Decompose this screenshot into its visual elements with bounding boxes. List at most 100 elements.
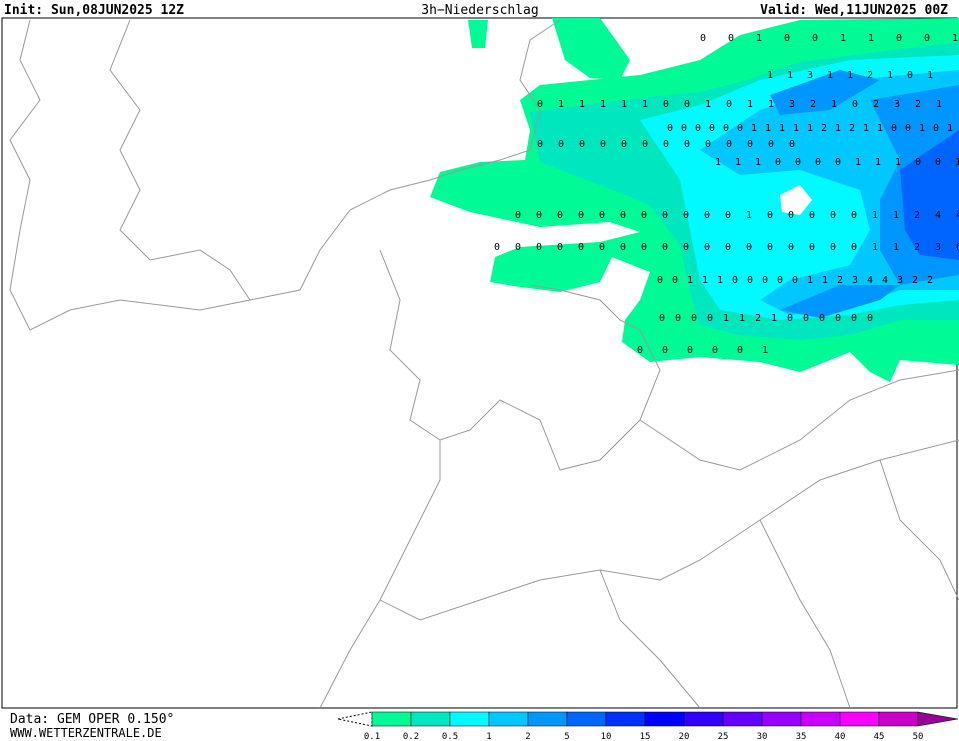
station-value: 1 [702, 275, 708, 286]
station-value: 1 [767, 70, 773, 81]
station-value: 0 [747, 275, 753, 286]
station-values: 0 0 1 0 0 1 1 0 0 11 1 3 1 1 2 1 0 10 1 1 1 1 1 0 0 1 0 1 1 3 2 1 0 2 3 2 10… [494, 33, 959, 356]
station-value: 3 [894, 99, 900, 110]
station-value: 0 [789, 139, 795, 150]
station-value: 0 [723, 123, 729, 134]
station-value: 0 [732, 275, 738, 286]
station-value: 2 [873, 99, 879, 110]
station-value: 3 [935, 242, 941, 253]
station-value: 0 [641, 242, 647, 253]
legend-label: 35 [796, 732, 807, 741]
station-value: 0 [907, 70, 913, 81]
station-value: 1 [877, 123, 883, 134]
station-value: 1 [919, 123, 925, 134]
station-value: 0 [536, 210, 542, 221]
legend-label: 45 [874, 732, 885, 741]
station-value: 0 [775, 157, 781, 168]
station-value: 1 [840, 33, 846, 44]
station-value: 0 [819, 313, 825, 324]
station-value: 1 [579, 99, 585, 110]
station-value: 0 [537, 99, 543, 110]
station-value: 2 [810, 99, 816, 110]
station-value: 0 [683, 210, 689, 221]
station-value: 0 [726, 139, 732, 150]
station-value: 1 [779, 123, 785, 134]
legend-high-arrow [917, 711, 959, 727]
station-value: 1 [787, 70, 793, 81]
station-value: 1 [558, 99, 564, 110]
legend-label: 0.1 [364, 732, 380, 741]
legend-swatch [527, 711, 568, 727]
station-value: 0 [746, 242, 752, 253]
station-value: 0 [905, 123, 911, 134]
station-value: 1 [771, 313, 777, 324]
station-value: 1 [765, 123, 771, 134]
station-value: 2 [912, 275, 918, 286]
station-value: 1 [793, 123, 799, 134]
station-value: 0 [777, 275, 783, 286]
station-value: 1 [807, 123, 813, 134]
legend-swatch [644, 711, 685, 727]
legend-swatch [488, 711, 529, 727]
station-value: 1 [952, 33, 958, 44]
station-value: 1 [955, 157, 959, 168]
station-value: 0 [515, 210, 521, 221]
station-value: 1 [868, 33, 874, 44]
station-value: 0 [663, 139, 669, 150]
legend-label: 40 [835, 732, 846, 741]
station-value: 0 [787, 313, 793, 324]
station-value: 4 [935, 210, 941, 221]
station-value: 0 [557, 242, 563, 253]
station-value: 0 [788, 242, 794, 253]
station-value: 2 [821, 123, 827, 134]
legend-label: 25 [718, 732, 729, 741]
station-value: 0 [737, 123, 743, 134]
station-value: 1 [947, 123, 953, 134]
station-value: 0 [762, 275, 768, 286]
station-value: 0 [737, 345, 743, 356]
station-value: 0 [695, 123, 701, 134]
station-value: 0 [637, 345, 643, 356]
station-value: 1 [723, 313, 729, 324]
valid-label: Valid: Wed,11JUN2025 00Z [760, 3, 948, 18]
station-value: 4 [867, 275, 873, 286]
station-value: 0 [851, 313, 857, 324]
station-value: 0 [558, 139, 564, 150]
station-value: 0 [578, 210, 584, 221]
station-value: 1 [875, 157, 881, 168]
legend-swatch [605, 711, 646, 727]
legend-low-arrow [337, 711, 373, 727]
station-value: 1 [600, 99, 606, 110]
legend-label: 0.2 [403, 732, 419, 741]
station-value: 0 [726, 99, 732, 110]
station-value: 0 [704, 242, 710, 253]
station-value: 0 [662, 345, 668, 356]
station-value: 0 [662, 210, 668, 221]
station-value: 0 [803, 313, 809, 324]
station-value: 0 [835, 157, 841, 168]
station-value: 4 [956, 210, 959, 221]
station-value: 0 [641, 210, 647, 221]
station-value: 0 [728, 33, 734, 44]
station-value: 0 [896, 33, 902, 44]
station-value: 1 [735, 157, 741, 168]
station-value: 0 [788, 210, 794, 221]
station-value: 6 [956, 242, 959, 253]
station-value: 0 [599, 210, 605, 221]
station-value: 0 [620, 242, 626, 253]
station-value: 0 [683, 242, 689, 253]
station-value: 1 [621, 99, 627, 110]
station-value: 0 [767, 210, 773, 221]
station-value: 3 [852, 275, 858, 286]
legend: 0.1 0.2 0.5 1 2 5 10 15 20 25 30 35 40 45 50 [337, 711, 959, 741]
station-value: 1 [751, 123, 757, 134]
station-value: 3 [807, 70, 813, 81]
station-value: 1 [755, 157, 761, 168]
station-value: 1 [927, 70, 933, 81]
legend-swatch [761, 711, 802, 727]
station-value: 2 [755, 313, 761, 324]
site-label: WWW.WETTERZENTRALE.DE [10, 726, 162, 740]
station-value: 0 [684, 99, 690, 110]
